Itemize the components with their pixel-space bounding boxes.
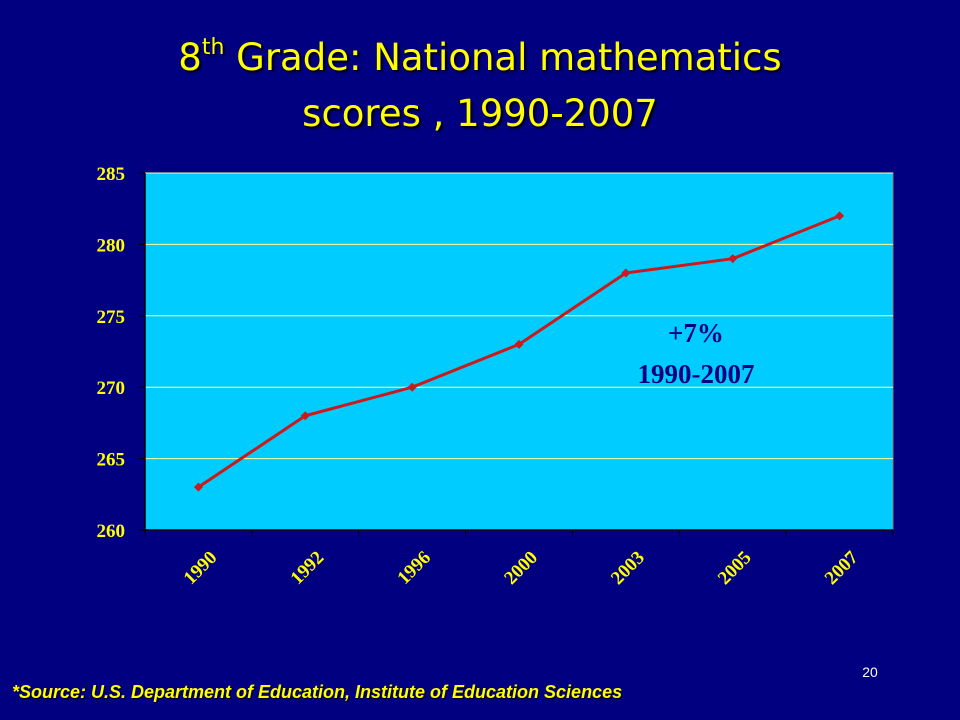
x-axis: 1990 1992 1996 2000 2003 2005 2007 <box>144 529 894 589</box>
data-point-marker <box>300 411 310 421</box>
annotation-years: 1990-2007 <box>638 359 755 389</box>
y-axis: 260 265 270 275 280 285 <box>97 164 146 542</box>
y-tick-label: 260 <box>97 521 126 542</box>
source-note: *Source: U.S. Department of Education, I… <box>12 682 623 702</box>
slide-number: 20 <box>862 664 878 680</box>
y-tick-label: 275 <box>97 307 126 328</box>
y-tick-label: 285 <box>97 164 126 185</box>
y-tick-label: 265 <box>97 450 126 471</box>
y-tick-label: 270 <box>97 378 126 399</box>
data-point-marker <box>407 382 417 392</box>
slide-title: 8th Grade: National mathematics scores ,… <box>0 30 960 142</box>
title-superscript: th <box>201 35 225 60</box>
title-line-2: scores , 1990-2007 <box>302 92 658 135</box>
title-main-text: Grade: National mathematics <box>224 36 782 79</box>
data-point-marker <box>514 339 524 349</box>
annotation-percent: +7% <box>668 318 724 348</box>
plot-area <box>144 172 894 531</box>
series-group <box>193 211 845 492</box>
title-line-1: 8th Grade: National mathematics <box>0 30 960 86</box>
chart-annotation: +7% 1990-2007 <box>638 318 755 389</box>
data-point-marker <box>193 482 203 492</box>
x-tick-label: 2007 <box>821 547 863 589</box>
title-grade-number: 8 <box>178 36 202 79</box>
x-tick-label: 1992 <box>287 547 329 589</box>
data-point-marker <box>621 268 631 278</box>
data-point-marker <box>835 211 845 221</box>
x-tick-label: 2000 <box>500 547 542 589</box>
data-point-marker <box>728 254 738 264</box>
y-tick-label: 280 <box>97 235 126 256</box>
x-tick-label: 2003 <box>607 547 649 589</box>
x-tick-label: 1990 <box>180 547 222 589</box>
x-tick-label: 1996 <box>393 547 435 589</box>
x-tick-label: 2005 <box>714 547 756 589</box>
